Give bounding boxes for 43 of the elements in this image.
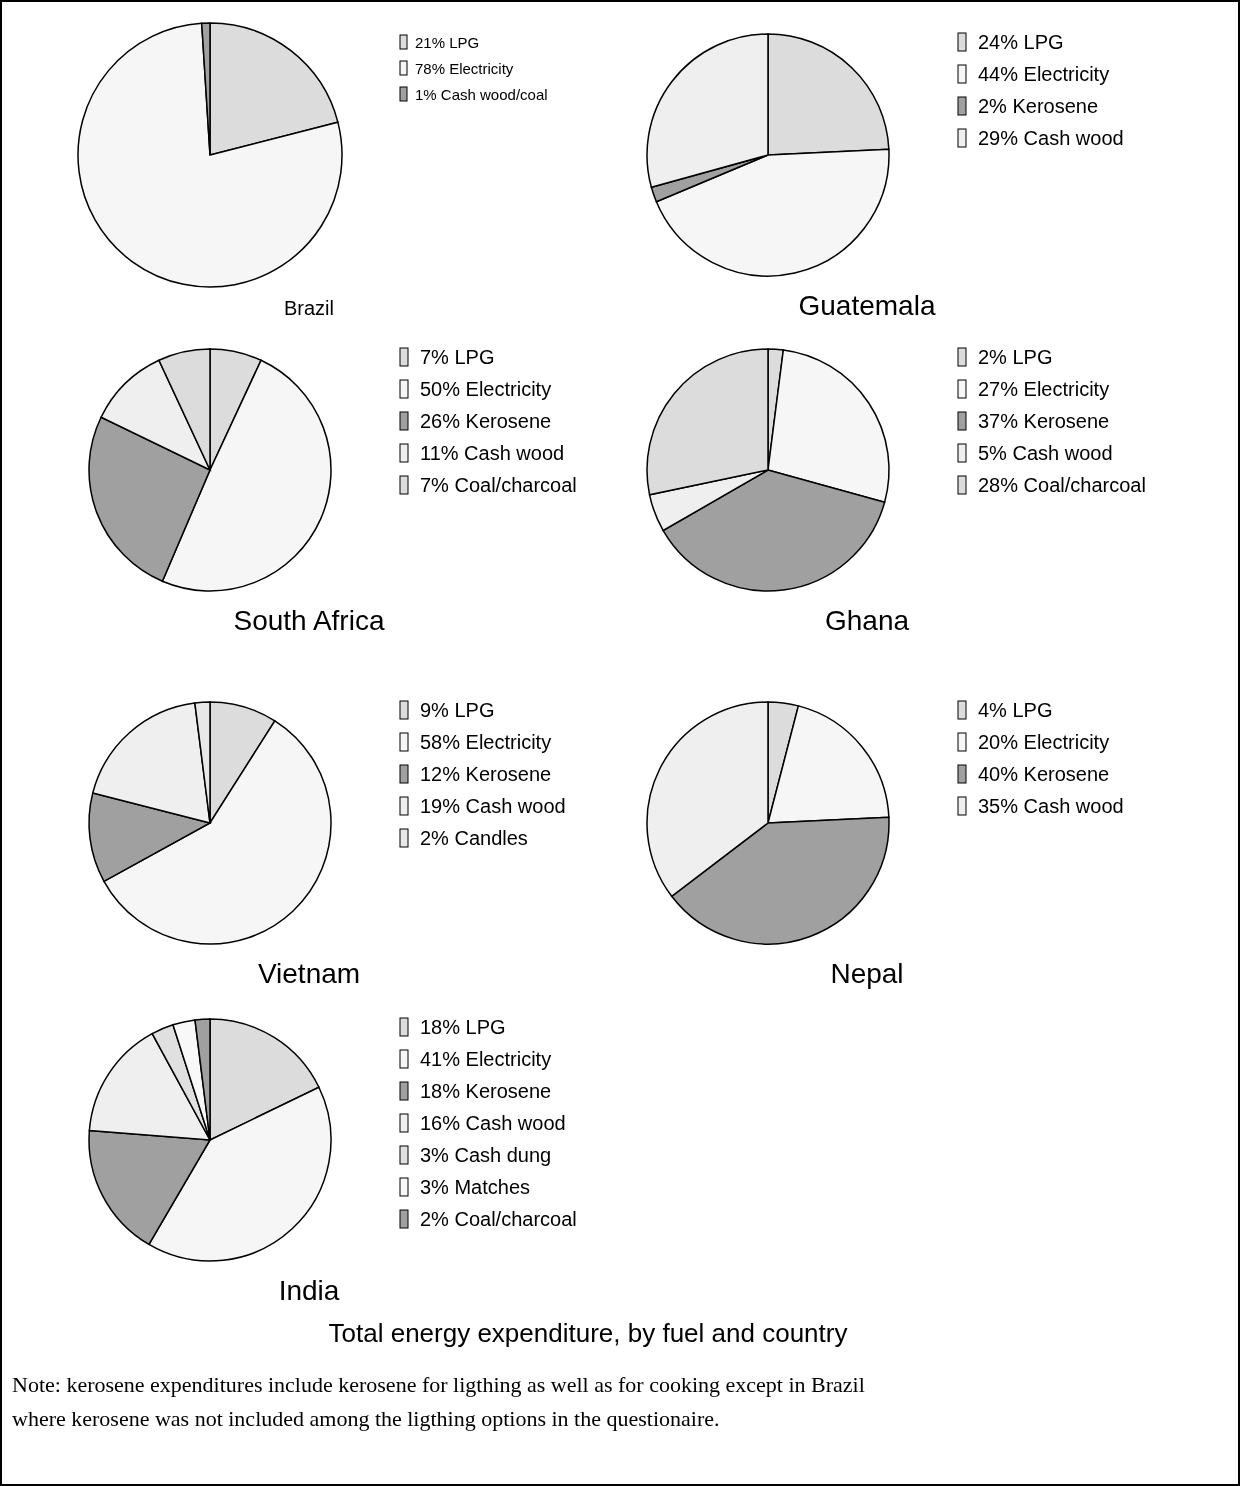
legend-label: 3% Matches [420, 1176, 531, 1198]
legend-label: 37% Kerosene [978, 410, 1110, 432]
legend-label: 2% Candles [420, 827, 528, 849]
text: Note: kerosene expenditures include kerosene for ligthing as well as for cooking except in Brazil where kerosene was not included among the ligthing options in the questionaire. [12, 1372, 865, 1431]
legend-label: 7% Coal/charcoal [420, 474, 577, 496]
legend-label: 4% LPG [978, 699, 1053, 721]
legend-label: 18% Kerosene [420, 1080, 552, 1102]
legend-label: 24% LPG [978, 31, 1064, 53]
pie-slice [77, 22, 343, 288]
legend-label: 21% LPG [415, 33, 480, 51]
legend-label: 28% Coal/charcoal [978, 474, 1146, 496]
legend-label: 16% Cash wood [420, 1112, 566, 1134]
legend-label: 1% Cash wood/coal [415, 85, 548, 103]
text: Vietnam [257, 958, 361, 989]
legend-label: 78% Electricity [415, 59, 514, 77]
legend-label: 12% Kerosene [420, 763, 552, 785]
legend-label: 50% Electricity [420, 378, 552, 400]
text: South Africa [233, 605, 385, 636]
legend-label: 19% Cash wood [420, 795, 566, 817]
legend-label: 41% Electricity [420, 1048, 552, 1070]
text: Guatemala [798, 290, 936, 321]
legend-label: 58% Electricity [420, 731, 552, 753]
legend-label: 5% Cash wood [978, 442, 1113, 464]
legend-label: 18% LPG [420, 1016, 506, 1038]
legend-label: 3% Cash dung [420, 1144, 552, 1166]
text: Brazil [283, 297, 335, 319]
legend-label: 7% LPG [420, 346, 495, 368]
legend-label: 26% Kerosene [420, 410, 552, 432]
legend-label: 11% Cash wood [420, 442, 565, 464]
text: India [278, 1275, 340, 1306]
text: Ghana [824, 605, 910, 636]
legend-label: 2% Coal/charcoal [420, 1208, 577, 1230]
text: Total energy expenditure, by fuel and country [328, 1318, 848, 1348]
legend-label: 27% Electricity [978, 378, 1110, 400]
legend-label: 9% LPG [420, 699, 495, 721]
legend-label: 40% Kerosene [978, 763, 1110, 785]
legend-label: 29% Cash wood [978, 127, 1124, 149]
legend-label: 2% LPG [978, 346, 1053, 368]
legend-label: 20% Electricity [978, 731, 1110, 753]
text: Nepal [830, 958, 904, 989]
legend-label: 35% Cash wood [978, 795, 1124, 817]
legend-label: 44% Electricity [978, 63, 1110, 85]
legend-label: 2% Kerosene [978, 95, 1099, 117]
